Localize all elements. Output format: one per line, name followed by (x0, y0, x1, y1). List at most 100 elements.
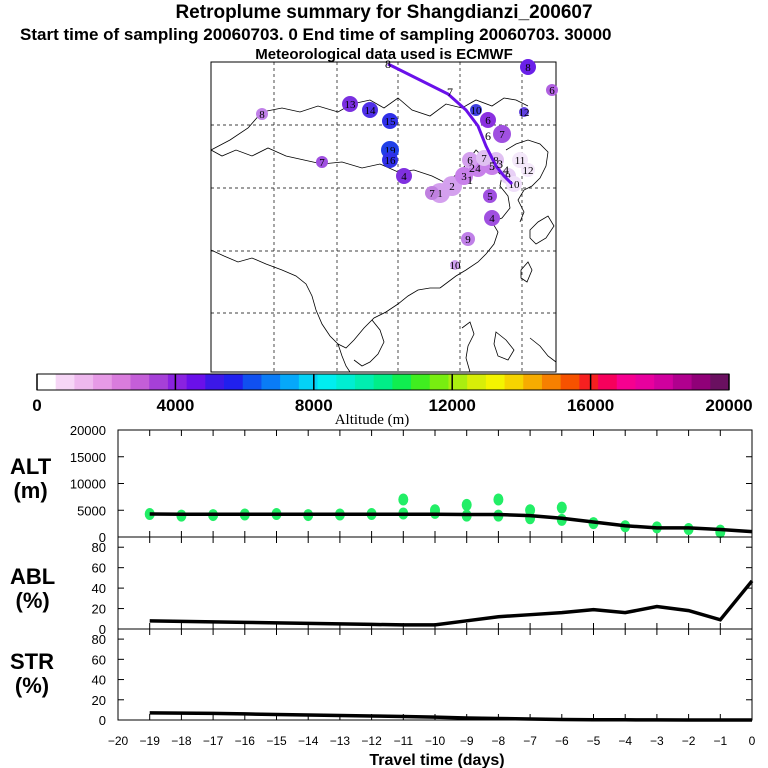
cluster-day-label: 3 (461, 171, 467, 183)
cluster-dot (512, 152, 528, 168)
colorbar-segment (411, 374, 431, 390)
x-tick-label: −15 (266, 734, 287, 748)
abl-unit: (%) (15, 588, 50, 613)
y-tick-label: 80 (92, 540, 106, 555)
trajectory-day-label: 3 (497, 157, 503, 171)
met-data-text: Meteorological data used is ECMWF (255, 46, 513, 63)
x-tick-label: −3 (650, 734, 664, 748)
cluster-day-label: 4 (489, 213, 495, 225)
cluster-day-label: 8 (493, 155, 499, 167)
colorbar-segment (523, 374, 543, 390)
cluster-day-label: 10 (450, 260, 462, 272)
str-unit: (%) (14, 673, 50, 698)
colorbar-segment (298, 374, 319, 390)
colorbar-segment (672, 374, 693, 390)
cluster-marker: 15 (382, 113, 398, 129)
cluster-marker: 13 (342, 96, 358, 112)
cluster-day-label: 19 (385, 145, 397, 157)
cluster-day-label: 2 (449, 181, 455, 193)
cluster-dot (425, 186, 439, 200)
cluster-dot (483, 189, 497, 203)
altitude-colorbar: 0 4000 8000 12000 16000 20000 Altitude (m) (32, 373, 753, 428)
cluster-dot (521, 163, 535, 177)
panel-frame (117, 536, 753, 630)
trajectory-day-label: 8 (385, 57, 391, 71)
cluster-marker: 14 (362, 102, 378, 118)
colorbar-segment (242, 374, 262, 390)
colorbar-segment (336, 374, 356, 390)
x-axis-title: Travel time (days) (369, 752, 504, 768)
cluster-dot (470, 104, 482, 116)
series-line (149, 579, 754, 627)
x-tick-label: −2 (682, 734, 696, 748)
cluster-day-label: 4 (401, 171, 407, 183)
x-tick-label: −10 (425, 734, 446, 748)
colorbar-segment (579, 374, 599, 390)
cluster-altitude-point (398, 493, 409, 506)
panel-str: 80 60 40 20 0 (92, 628, 753, 728)
colorbar-segment (373, 374, 393, 390)
trajectory-day-label: 4 (503, 163, 509, 177)
y-tick-label: 80 (92, 632, 106, 647)
x-tick-label: −4 (618, 734, 632, 748)
cluster-dot (382, 152, 398, 168)
colorbar-segment (467, 374, 487, 390)
x-tick-label: −13 (330, 734, 351, 748)
panel-label-alt: ALT (m) (10, 455, 51, 503)
cluster-day-label: 4 (475, 163, 481, 175)
cluster-marker: 11 (512, 152, 528, 168)
cluster-dot (396, 168, 412, 184)
x-tick-label: −7 (523, 734, 537, 748)
x-tick-label: −20 (108, 734, 129, 748)
colorbar-segment (93, 374, 113, 390)
cluster-day-label: 11 (515, 155, 526, 167)
colorbar-segment (186, 374, 206, 390)
cluster-marker: 6 (546, 84, 558, 97)
cluster-marker: 7 (493, 125, 511, 143)
timeseries-panels: 20000150001000050000806040200806040200−2… (70, 423, 756, 768)
cluster-marker: 7 (476, 150, 492, 166)
colorbar-tick-label: 16000 (567, 396, 614, 415)
y-tick-label: 20 (92, 602, 106, 617)
cluster-day-label: 10 (509, 179, 521, 191)
cluster-dot (493, 125, 511, 143)
colorbar-tick-label: 4000 (156, 396, 194, 415)
cluster-day-label: 6 (485, 115, 491, 127)
colorbar-segment (280, 374, 300, 390)
x-tick-label: −17 (203, 734, 224, 748)
x-tick-label: −8 (492, 734, 506, 748)
cluster-dot (342, 96, 358, 112)
colorbar-segment (541, 374, 562, 390)
panel-abl: 80 60 40 20 0 (92, 536, 754, 637)
colorbar-segment (654, 374, 674, 390)
panel-label-str: STR (%) (10, 650, 54, 698)
colorbar-segment (205, 374, 225, 390)
y-tick-label: 5000 (77, 503, 106, 518)
cluster-marker: 16 (382, 152, 398, 168)
cluster-marker: 3 (455, 167, 473, 185)
x-tick-label: −11 (394, 734, 414, 748)
panel-frame (117, 628, 753, 721)
cluster-altitude-point (461, 498, 472, 511)
y-tick-label: 10000 (70, 477, 106, 492)
x-tick-label: −19 (140, 734, 161, 748)
panel-alt: 20000 15000 10000 5000 0 (70, 423, 753, 545)
colorbar-segment (55, 374, 75, 390)
cluster-dot (462, 152, 478, 168)
cluster-marker: 9 (461, 232, 475, 246)
y-tick-label: 20 (92, 693, 106, 708)
colorbar-segment (485, 374, 506, 390)
colorbar-segment (504, 374, 524, 390)
cluster-day-label: 6 (467, 155, 473, 167)
cluster-altitude-point (493, 493, 504, 506)
cluster-day-label: 15 (385, 116, 397, 128)
y-tick-label: 0 (99, 713, 106, 728)
colorbar-segment (635, 374, 655, 390)
cluster-day-label: 7 (499, 129, 505, 141)
x-tick-label: −5 (587, 734, 601, 748)
cluster-altitude-point (556, 501, 567, 514)
cluster-marker: 4 (396, 168, 412, 184)
colorbar-segment (354, 374, 375, 390)
